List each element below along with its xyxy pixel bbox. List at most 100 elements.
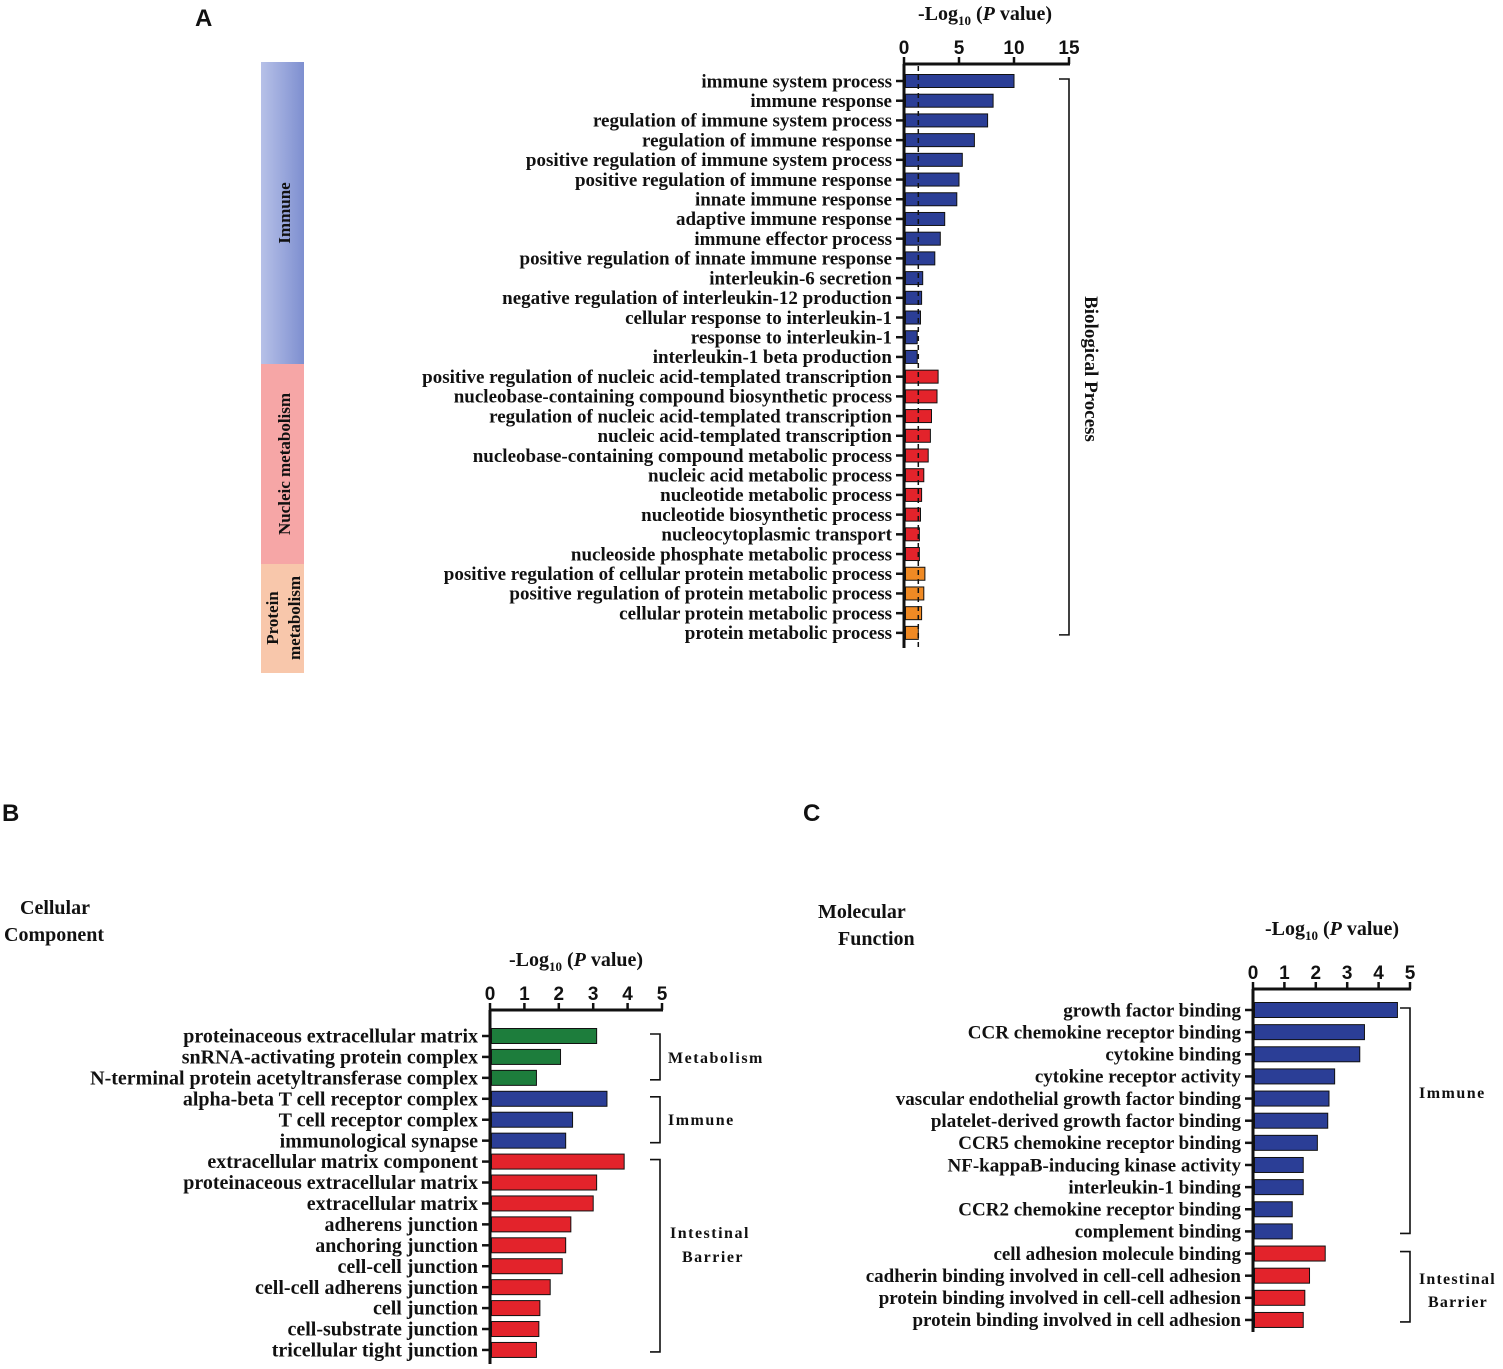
panel-b-brackets xyxy=(650,1033,661,1353)
panel-b-category-label: immunological synapse xyxy=(280,1130,478,1152)
panel-c-category-label: CCR chemokine receptor binding xyxy=(968,1022,1242,1043)
panel-b-category-label: cell-cell adherens junction xyxy=(255,1277,478,1299)
panel-a-category-label: nucleotide biosynthetic process xyxy=(641,505,892,526)
panel-b-category-label: N-terminal protein acetyltransferase com… xyxy=(90,1067,478,1089)
panel-a-category-label: cellular protein metabolic process xyxy=(619,603,892,624)
panel-c-bar xyxy=(1254,1134,1318,1151)
panel-b-bar xyxy=(491,1132,567,1149)
panel-c-bar xyxy=(1254,1024,1365,1041)
panel-c-bar xyxy=(1254,1179,1304,1196)
panel-a-bar xyxy=(905,211,946,226)
panel-a-category-label: nucleoside phosphate metabolic process xyxy=(571,544,892,565)
panel-a-category-label: regulation of immune response xyxy=(642,130,892,151)
protein-band-label-line2: metabolism xyxy=(285,576,304,660)
panel-c-tick-label: 2 xyxy=(1311,963,1322,984)
panel-b-tick-label: 2 xyxy=(554,984,565,1005)
panel-a-bar xyxy=(905,172,960,187)
panel-b-tick-label: 0 xyxy=(485,984,496,1005)
panel-c-category-label: cytokine receptor activity xyxy=(1035,1067,1242,1088)
immune-band-label: Immune xyxy=(275,182,294,244)
panel-c-bar xyxy=(1254,1245,1326,1262)
panel-a-category-label: nucleic acid-templated transcription xyxy=(598,426,893,447)
panel-letter-c: C xyxy=(803,800,820,827)
panel-a-tick-label: 5 xyxy=(954,38,965,59)
panel-c-category-label: cytokine binding xyxy=(1105,1045,1241,1066)
panel-c-category-label: growth factor binding xyxy=(1063,1000,1241,1021)
panel-a-bar xyxy=(905,625,919,640)
panel-c-axes xyxy=(1245,987,1411,1332)
panel-b-bar xyxy=(491,1237,567,1254)
panel-c-bar xyxy=(1254,1201,1293,1218)
panel-b-x-ticks: 0 1 2 3 4 5 xyxy=(485,984,668,1010)
panel-c-tick-label: 0 xyxy=(1248,963,1259,984)
panel-a-category-label: nucleobase-containing compound biosynthe… xyxy=(454,387,892,408)
panel-c-axis-title: -Log10 (P value) xyxy=(1265,918,1399,943)
panel-a-category-label: adaptive immune response xyxy=(676,209,892,230)
panel-c-heading-line1: Molecular xyxy=(818,901,906,923)
panel-b-category-label: proteinaceous extracellular matrix xyxy=(183,1172,478,1194)
panel-c-bar xyxy=(1254,1267,1311,1284)
panel-b-category-label: anchoring junction xyxy=(315,1235,478,1257)
panel-a-category-label: positive regulation of innate immune res… xyxy=(520,249,892,270)
panel-a-bar xyxy=(905,566,926,581)
panel-b-bar xyxy=(491,1321,540,1338)
panel-c-group-immune: Immune xyxy=(1419,1085,1486,1102)
panel-a-bar xyxy=(905,606,923,621)
panel-b-heading-line2: Component xyxy=(4,924,104,946)
panel-letter-b: B xyxy=(2,800,19,827)
panel-b-bar xyxy=(491,1195,594,1212)
panel-b-group-bracket xyxy=(650,1095,661,1144)
panel-a-brackets xyxy=(1059,78,1070,636)
panel-b-category-label: extracellular matrix xyxy=(307,1193,478,1215)
panel-c-bar xyxy=(1254,1068,1336,1085)
panel-b-cellular-component-chart: Cellular Component -Log10 (P value) 0 1 2 3… xyxy=(4,897,762,1364)
panel-c-group-bracket xyxy=(1400,1007,1411,1235)
panel-a-bar xyxy=(905,133,975,148)
panel-a-category-label: response to interleukin-1 xyxy=(691,328,892,349)
panel-b-group-bracket xyxy=(650,1033,661,1081)
panel-b-category-label: alpha-beta T cell receptor complex xyxy=(183,1088,478,1110)
panel-b-bar xyxy=(491,1258,563,1275)
panel-b-axes xyxy=(482,1008,663,1364)
panel-b-bar xyxy=(491,1069,537,1086)
panel-a-category-label: nucleocytoplasmic transport xyxy=(661,525,892,546)
panel-b-bar xyxy=(491,1111,574,1128)
panel-b-bar xyxy=(491,1174,598,1191)
panel-b-bar xyxy=(491,1048,562,1065)
panel-c-tick-label: 4 xyxy=(1373,963,1384,984)
nucleic-band-label: Nucleic metabolism xyxy=(275,393,294,535)
panel-a-category-label: innate immune response xyxy=(695,190,892,211)
panel-b-tick-label: 1 xyxy=(519,984,530,1005)
panel-a-bar xyxy=(905,369,939,384)
panel-b-tick-label: 5 xyxy=(657,984,668,1005)
panel-a-x-ticks: 0 5 10 15 xyxy=(899,38,1080,64)
panel-b-category-label: extracellular matrix component xyxy=(207,1151,478,1173)
panel-a-bar xyxy=(905,152,963,167)
panel-b-category-label: cell-substrate junction xyxy=(287,1319,478,1341)
panel-a-bar xyxy=(905,74,1015,88)
panel-b-axis-title: -Log10 (P value) xyxy=(509,949,643,974)
panel-a-tick-label: 15 xyxy=(1058,38,1080,59)
panel-c-category-label: CCR5 chemokine receptor binding xyxy=(958,1133,1241,1154)
panel-a-bar xyxy=(905,468,925,483)
panel-c-category-label: interleukin-1 binding xyxy=(1068,1177,1241,1198)
panel-b-tick-label: 3 xyxy=(588,984,599,1005)
panel-a-bar xyxy=(905,231,941,246)
panel-a-category-label: positive regulation of immune system pro… xyxy=(526,150,892,171)
panel-b-bar xyxy=(491,1300,541,1317)
panel-b-group-barrier-line2: Barrier xyxy=(682,1249,744,1266)
panel-a-bar xyxy=(905,448,929,463)
panel-b-category-label: cell junction xyxy=(373,1298,478,1320)
panel-b-bar xyxy=(491,1279,551,1296)
panel-b-bars xyxy=(491,1028,625,1358)
panel-b-category-label: adherens junction xyxy=(324,1214,478,1236)
panel-a-bar xyxy=(905,487,923,502)
panel-c-category-label: platelet-derived growth factor binding xyxy=(931,1111,1242,1132)
panel-b-category-label: snRNA-activating protein complex xyxy=(182,1047,478,1069)
panel-a-category-label: regulation of immune system process xyxy=(593,111,892,132)
